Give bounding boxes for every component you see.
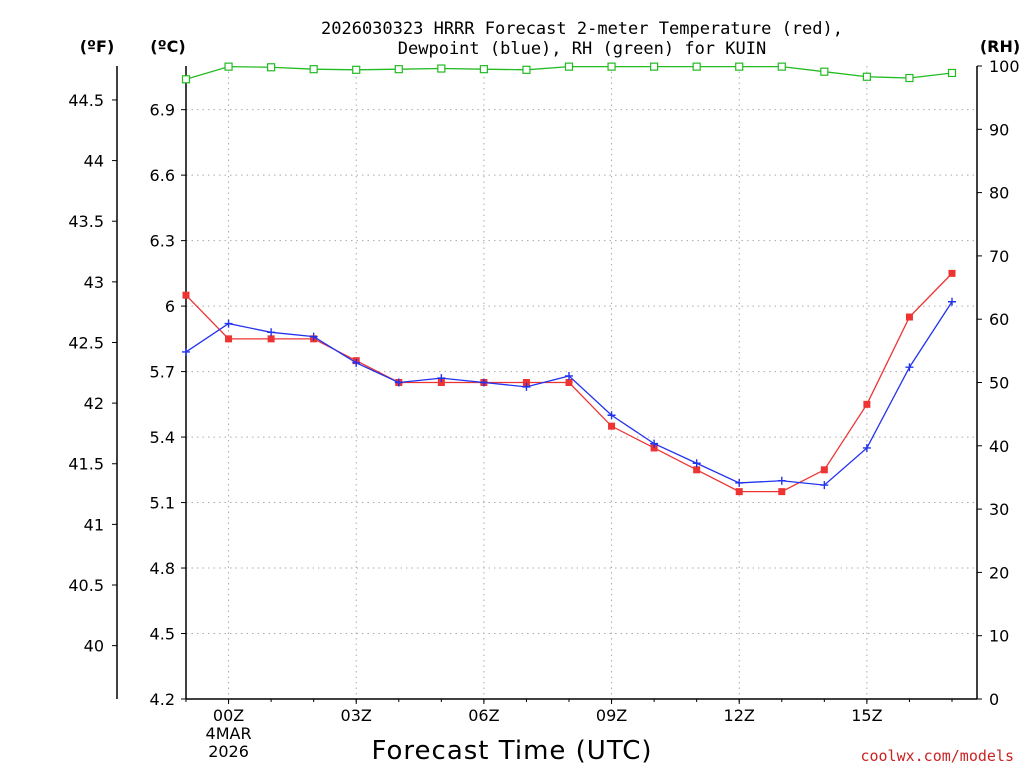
- rh-point: [821, 68, 828, 75]
- data-series: [182, 63, 956, 495]
- rh-tick-label: 0: [989, 690, 999, 709]
- chart-title-line-1: 2026030323 HRRR Forecast 2-meter Tempera…: [321, 19, 843, 39]
- rh-point: [778, 63, 785, 70]
- rh-point: [693, 63, 700, 70]
- temperature-point: [693, 466, 700, 473]
- celsius-tick-label: 6: [165, 297, 175, 316]
- celsius-tick-label: 5.1: [150, 494, 175, 513]
- x-tick-label: 03Z: [341, 706, 372, 725]
- rh-tick-label: 60: [989, 310, 1009, 329]
- rh-tick-label: 70: [989, 247, 1009, 266]
- rh-point: [608, 63, 615, 70]
- fahrenheit-tick-label: 43: [84, 273, 104, 292]
- fahrenheit-tick-label: 44: [84, 152, 104, 171]
- dewpoint-point: [905, 363, 913, 371]
- temperature-point: [225, 335, 232, 342]
- fahrenheit-tick-label: 40.5: [68, 576, 104, 595]
- celsius-tick-label: 4.2: [150, 690, 175, 709]
- x-axis-title: Forecast Time (UTC): [371, 736, 652, 766]
- rh-point: [949, 69, 956, 76]
- rh-point: [906, 75, 913, 82]
- celsius-tick-label: 6.9: [150, 101, 175, 120]
- rh-point: [480, 66, 487, 73]
- x-tick-label: 12Z: [724, 706, 755, 725]
- rh-point: [523, 66, 530, 73]
- rh-tick-label: 90: [989, 120, 1009, 139]
- rh-tick-label: 20: [989, 563, 1009, 582]
- rh-unit-label: (RH): [980, 37, 1020, 56]
- x-tick-sublabel: 4MAR: [206, 724, 252, 743]
- temperature-point: [608, 423, 615, 430]
- fahrenheit-tick-label: 41.5: [68, 455, 104, 474]
- fahrenheit-tick-label: 44.5: [68, 91, 104, 110]
- temperature-point: [821, 466, 828, 473]
- temperature-point: [566, 379, 573, 386]
- rh-point: [395, 66, 402, 73]
- chart-title-line-2: Dewpoint (blue), RH (green) for KUIN: [398, 39, 766, 59]
- temperature-point: [268, 335, 275, 342]
- series-dewpoint: [182, 298, 956, 489]
- temperature-point: [906, 314, 913, 321]
- rh-point: [353, 66, 360, 73]
- celsius-tick-label: 6.6: [150, 166, 175, 185]
- fahrenheit-tick-label: 42: [84, 394, 104, 413]
- rh-point: [566, 63, 573, 70]
- celsius-unit-label: (ºC): [150, 37, 185, 56]
- rh-tick-label: 40: [989, 437, 1009, 456]
- rh-point: [863, 73, 870, 80]
- celsius-tick-label: 4.5: [150, 625, 175, 644]
- x-tick-sublabel: 2026: [208, 742, 249, 761]
- dewpoint-line: [186, 302, 952, 485]
- rh-tick-label: 10: [989, 627, 1009, 646]
- temperature-point: [863, 401, 870, 408]
- temperature-point: [736, 488, 743, 495]
- grid-lines: [186, 66, 977, 699]
- fahrenheit-tick-label: 42.5: [68, 333, 104, 352]
- celsius-tick-label: 6.3: [150, 232, 175, 251]
- series-rh: [183, 63, 956, 83]
- rh-point: [310, 66, 317, 73]
- dewpoint-point: [267, 328, 275, 336]
- fahrenheit-tick-label: 40: [84, 637, 104, 656]
- celsius-tick-label: 5.7: [150, 363, 175, 382]
- dewpoint-point: [225, 320, 233, 328]
- x-tick-label: 06Z: [468, 706, 499, 725]
- fahrenheit-unit-label: (ºF): [80, 37, 115, 56]
- rh-point: [225, 63, 232, 70]
- rh-point: [736, 63, 743, 70]
- rh-point: [651, 63, 658, 70]
- rh-tick-label: 100: [989, 57, 1020, 76]
- x-tick-label: 09Z: [596, 706, 627, 725]
- rh-tick-label: 50: [989, 374, 1009, 393]
- meteogram-chart: 2026030323 HRRR Forecast 2-meter Tempera…: [0, 0, 1024, 768]
- dewpoint-point: [948, 298, 956, 306]
- dewpoint-point: [182, 348, 190, 356]
- dewpoint-point: [693, 459, 701, 467]
- rh-point: [268, 64, 275, 71]
- dewpoint-point: [735, 479, 743, 487]
- series-temperature: [183, 270, 956, 495]
- tick-labels: 4.2 4.5 4.8 5.1 5.4 5.7 6 6.3 6.6 6.9 40 40.5 41 41.5…: [68, 57, 1019, 761]
- rh-point: [183, 76, 190, 83]
- x-tick-label: 00Z: [213, 706, 244, 725]
- credit-text: coolwx.com/models: [860, 747, 1014, 765]
- x-tick-label: 15Z: [851, 706, 882, 725]
- celsius-tick-label: 5.4: [150, 428, 175, 447]
- fahrenheit-tick-label: 41: [84, 515, 104, 534]
- temperature-point: [183, 292, 190, 299]
- axes: [112, 66, 982, 704]
- celsius-tick-label: 4.8: [150, 559, 175, 578]
- temperature-point: [778, 488, 785, 495]
- temperature-point: [949, 270, 956, 277]
- fahrenheit-tick-label: 43.5: [68, 212, 104, 231]
- rh-tick-label: 80: [989, 184, 1009, 203]
- rh-tick-label: 30: [989, 500, 1009, 519]
- rh-point: [438, 65, 445, 72]
- dewpoint-point: [778, 477, 786, 485]
